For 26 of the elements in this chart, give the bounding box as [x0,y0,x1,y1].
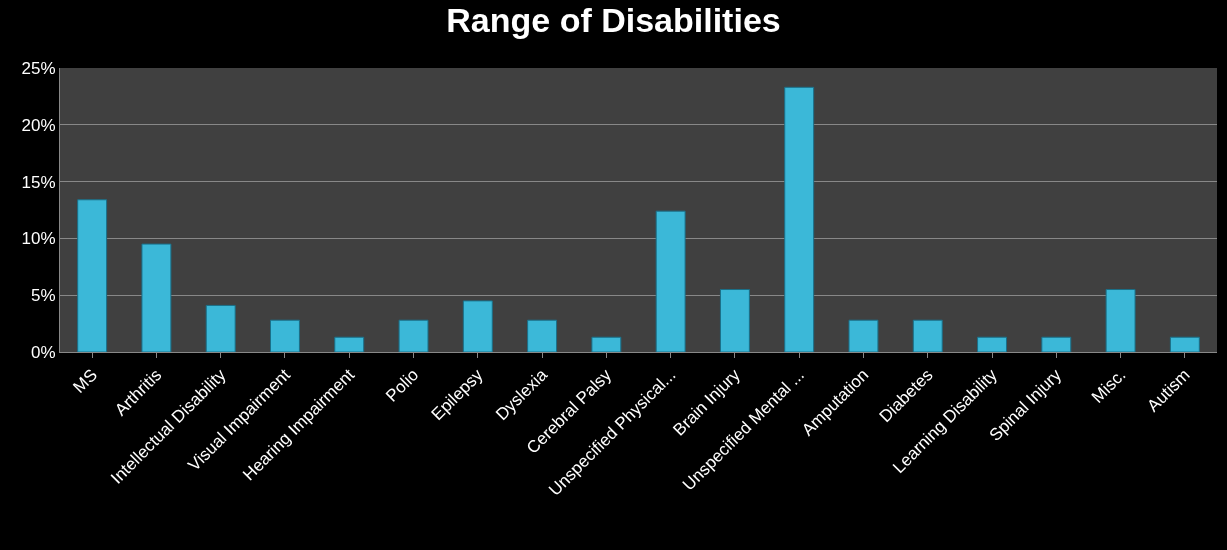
bar [655,210,686,352]
bar [784,86,815,352]
bar [77,199,108,352]
bar [1105,289,1136,352]
bar [398,319,429,352]
bar [141,243,172,352]
y-tick-label: 5% [31,286,56,306]
y-tick-label: 20% [21,115,56,135]
x-tick-label: MS [69,365,101,397]
bar [1169,336,1200,352]
bar [1041,336,1072,352]
bar [719,289,750,352]
y-tick-label: 10% [21,229,56,249]
bar [848,319,879,352]
bar [462,300,493,352]
bar [591,336,622,352]
bar [270,319,300,352]
bar [334,336,365,352]
y-tick-label: 25% [21,58,56,78]
y-tick-label: 0% [31,342,56,362]
bar [205,304,236,352]
bar [977,336,1007,352]
bar [527,319,558,352]
y-tick-label: 15% [21,172,56,192]
chart-title: Range of Disabilities [446,1,781,40]
bar [912,319,943,352]
